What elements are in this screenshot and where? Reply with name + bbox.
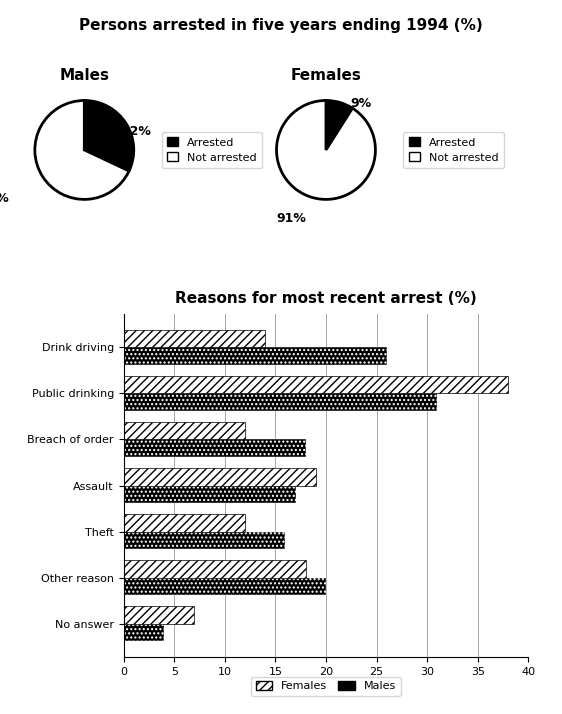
Bar bbox=[124, 422, 245, 439]
Text: 91%: 91% bbox=[277, 211, 306, 225]
Title: Females: Females bbox=[291, 68, 361, 83]
Bar bbox=[124, 560, 306, 578]
Bar bbox=[124, 606, 194, 624]
Title: Males: Males bbox=[60, 68, 109, 83]
Title: Reasons for most recent arrest (%): Reasons for most recent arrest (%) bbox=[175, 291, 477, 306]
Wedge shape bbox=[35, 101, 129, 199]
Bar bbox=[124, 532, 285, 549]
Wedge shape bbox=[326, 101, 352, 150]
Text: 9%: 9% bbox=[351, 96, 372, 110]
Bar bbox=[124, 468, 316, 486]
Legend: Arrested, Not arrested: Arrested, Not arrested bbox=[161, 131, 262, 169]
Text: Persons arrested in five years ending 1994 (%): Persons arrested in five years ending 19… bbox=[79, 18, 483, 33]
Bar bbox=[124, 393, 437, 411]
Bar bbox=[124, 439, 306, 457]
Bar bbox=[124, 624, 164, 641]
Wedge shape bbox=[277, 101, 375, 199]
Bar bbox=[124, 486, 296, 503]
Legend: Arrested, Not arrested: Arrested, Not arrested bbox=[403, 131, 504, 169]
Text: 68%: 68% bbox=[0, 192, 9, 205]
Wedge shape bbox=[84, 101, 134, 171]
Bar bbox=[124, 330, 265, 347]
Text: 32%: 32% bbox=[121, 125, 151, 138]
Bar bbox=[124, 514, 245, 532]
Legend: Females, Males: Females, Males bbox=[251, 677, 401, 696]
Bar bbox=[124, 347, 387, 365]
Bar bbox=[124, 578, 326, 595]
Bar bbox=[124, 376, 508, 393]
